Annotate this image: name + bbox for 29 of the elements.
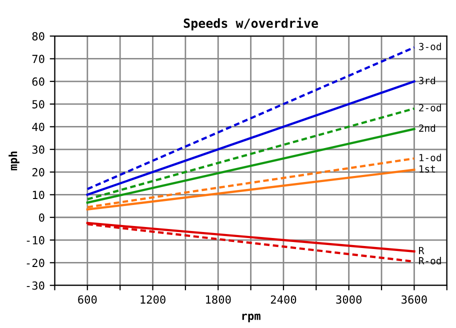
x-tick-label: 2400 [270,295,296,304]
series-label: 2nd [419,124,436,132]
series-label: 1-od [420,154,441,162]
series-label: 3rd [419,76,436,84]
x-tick-label: 3600 [402,295,427,304]
x-tick-label: 3000 [336,295,362,304]
series-label: 2-od [419,104,441,112]
y-tick-label: 30 [32,145,44,154]
y-tick-label: 80 [32,32,44,40]
y-axis-title: mph [8,152,20,170]
y-tick-label: 50 [32,100,44,108]
chart-title: Speeds w/overdrive [184,18,318,30]
x-axis-title: rpm [242,314,260,322]
y-tick-label: 0 [39,213,44,222]
y-tick-label: 20 [32,168,44,176]
x-tick-label: 600 [78,295,97,304]
series-label: R [419,246,424,254]
series-label: 3-od [419,42,441,50]
x-tick-label: 1800 [206,295,231,304]
y-tick-label: -30 [26,281,44,290]
y-tick-label: -10 [26,236,44,244]
y-tick-label: 60 [32,77,44,86]
y-tick-label: -20 [26,258,44,268]
x-tick-label: 1200 [140,295,166,304]
y-tick-label: 10 [32,190,44,200]
series-label: 1st [420,165,435,173]
y-tick-label: 70 [32,54,44,64]
series-label: R-od [419,256,441,264]
y-tick-label: 40 [32,122,44,132]
